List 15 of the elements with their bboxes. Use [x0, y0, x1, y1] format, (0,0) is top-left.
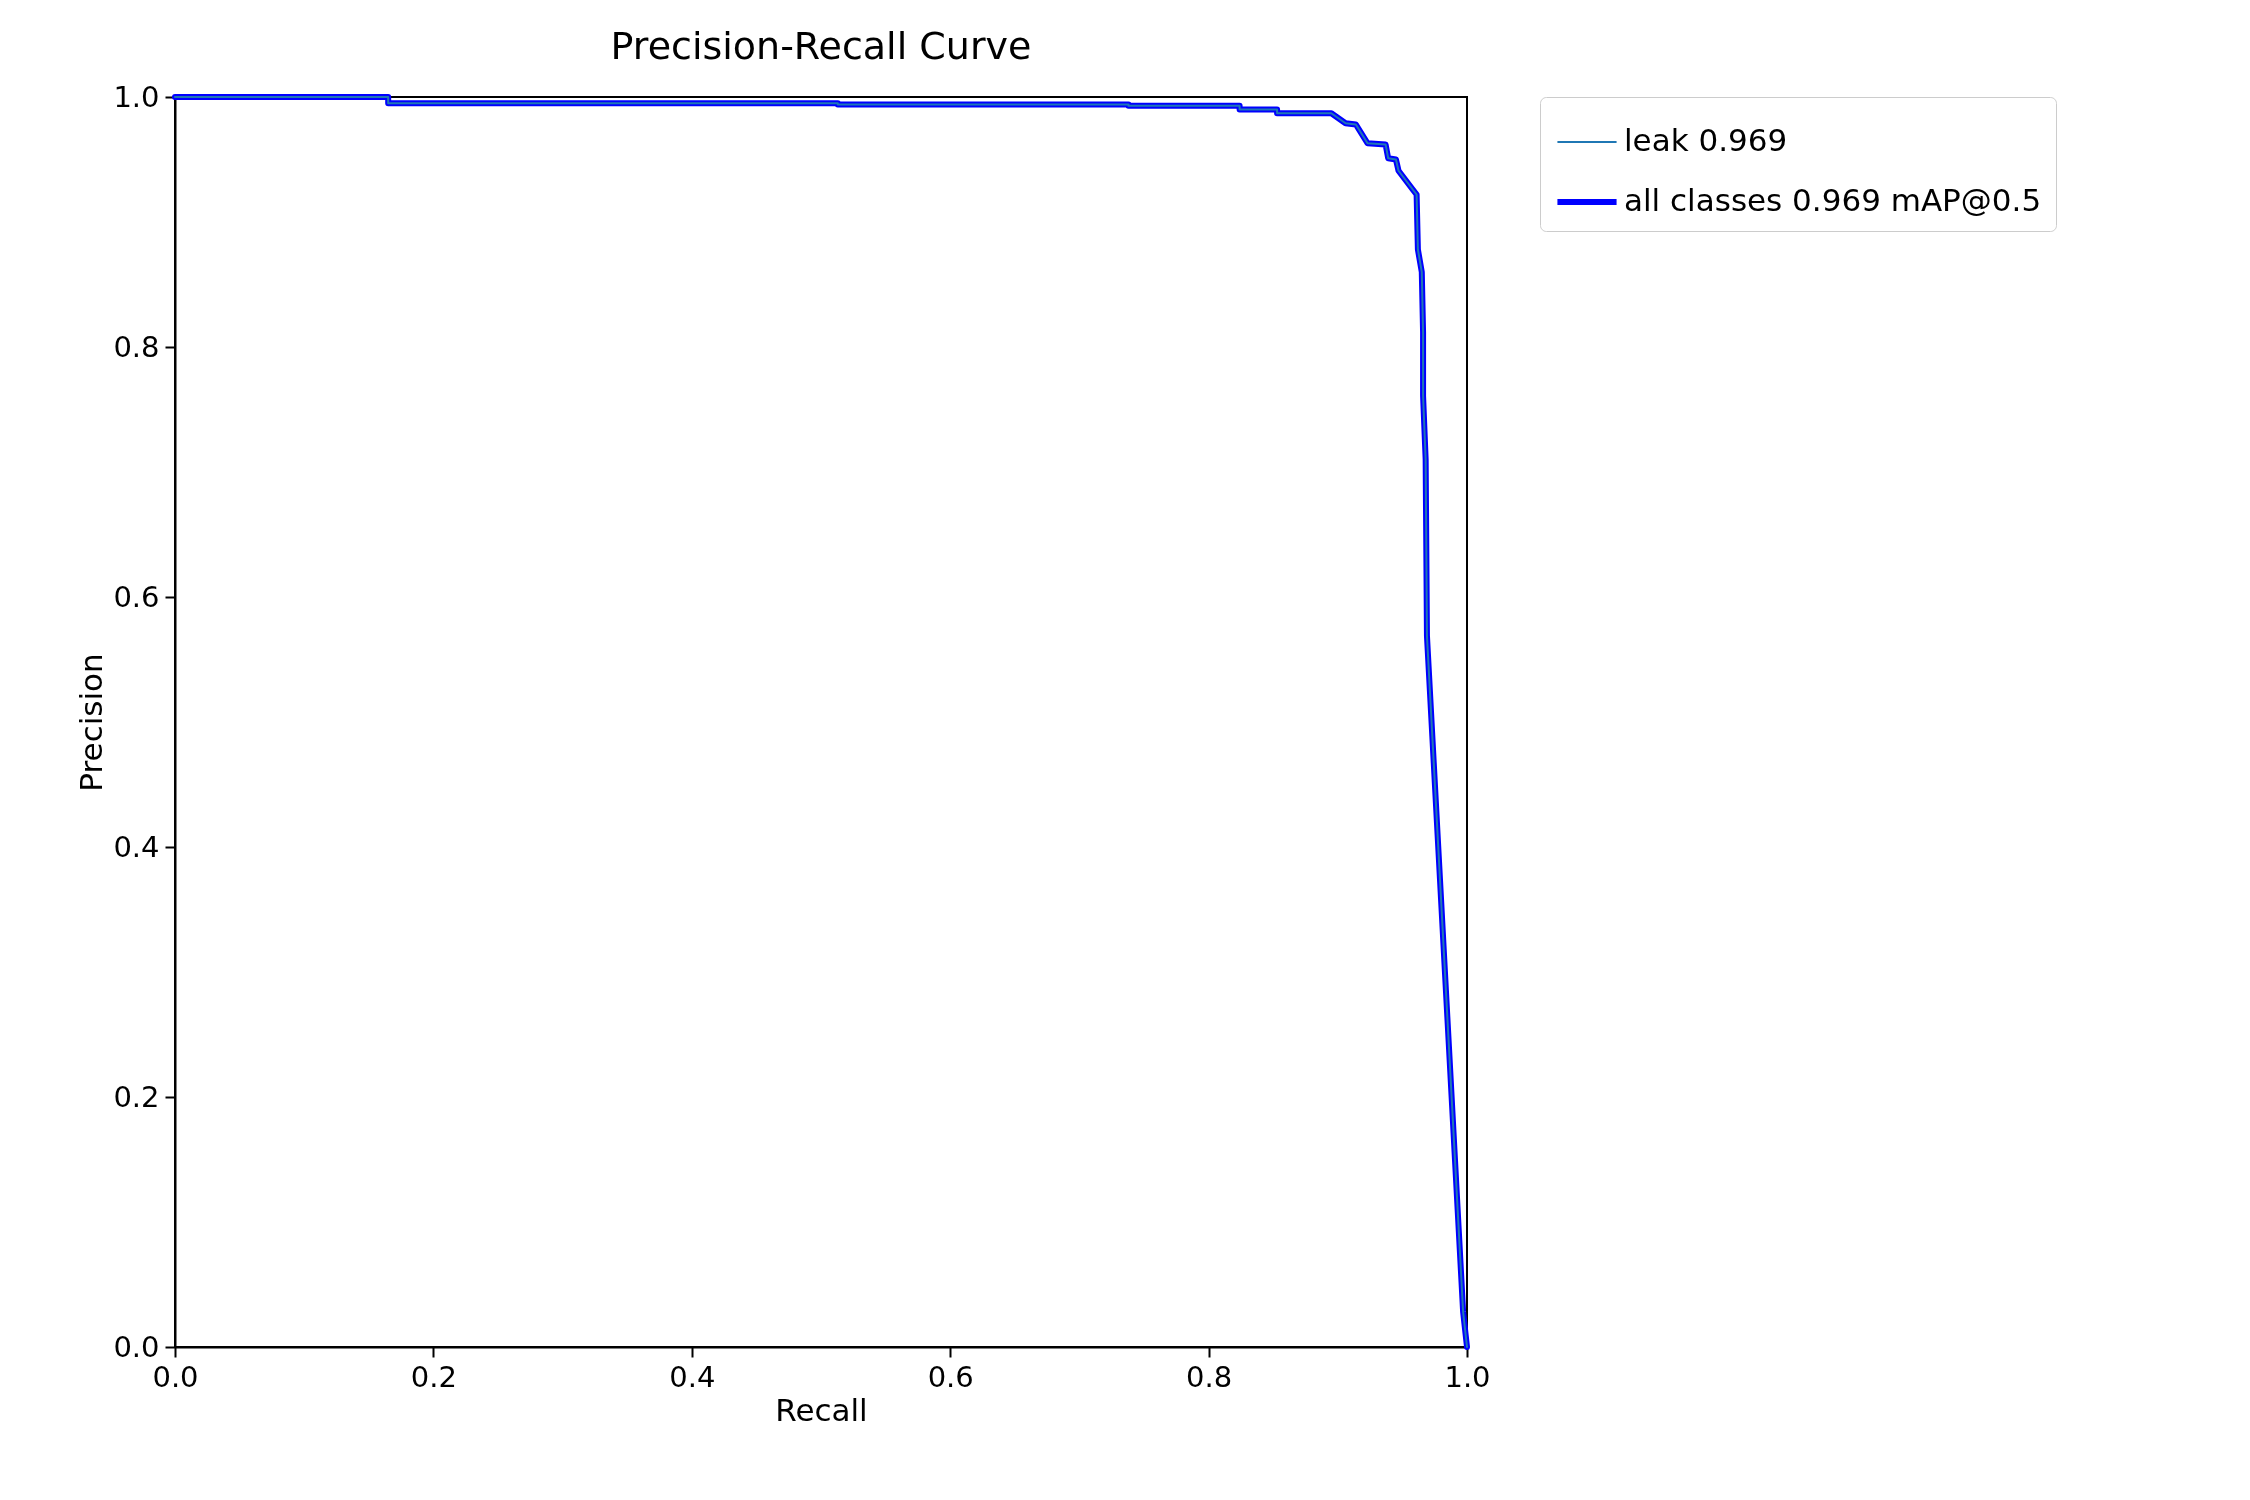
y-tick-label: 1.0: [113, 79, 160, 114]
x-tick-label: 1.0: [1444, 1359, 1491, 1394]
y-tick-label: 0.4: [113, 829, 160, 864]
x-tick-label: 0.4: [669, 1359, 716, 1394]
y-axis-title: Precision: [73, 653, 110, 792]
y-tick-label: 0.2: [113, 1079, 160, 1114]
y-tick-label: 0.8: [113, 329, 160, 364]
x-tick-label: 0.6: [927, 1359, 974, 1394]
legend-label: leak 0.969: [1624, 122, 1788, 158]
x-tick-label: 0.8: [1186, 1359, 1233, 1394]
legend-label: all classes 0.969 mAP@0.5: [1624, 182, 2042, 218]
x-axis-title: Recall: [775, 1391, 868, 1428]
chart-title: Precision-Recall Curve: [610, 24, 1032, 68]
x-tick-label: 0.2: [410, 1359, 457, 1394]
y-tick-label: 0.6: [113, 579, 160, 614]
